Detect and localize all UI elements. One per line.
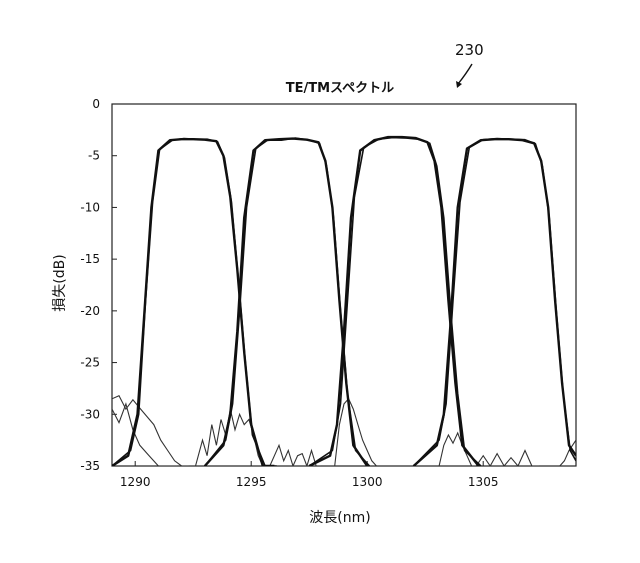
series-line-ch3-tm [309, 138, 481, 466]
x-tick-label: 1290 [120, 475, 151, 489]
y-tick-label: 0 [92, 97, 100, 111]
y-tick-label: -25 [80, 356, 100, 370]
chart-title: TE/TMスペクトル [286, 81, 394, 96]
y-tick-label: -15 [80, 252, 100, 266]
y-tick-label: -35 [80, 459, 100, 473]
y-tick-label: -10 [80, 200, 100, 214]
reference-arrow [458, 64, 472, 84]
plot-frame [112, 104, 576, 466]
noise-floor-line [476, 451, 539, 467]
x-tick-label: 1295 [236, 475, 267, 489]
y-axis-title: 損失(dB) [52, 254, 68, 311]
noise-floor-line [196, 409, 268, 466]
noise-floor-line [439, 433, 476, 466]
y-tick-label: -20 [80, 304, 100, 318]
y-tick-label: -30 [80, 407, 100, 421]
x-tick-label: 1305 [468, 475, 499, 489]
y-tick-label: -5 [88, 149, 100, 163]
x-axis-title: 波長(nm) [309, 510, 370, 526]
reference-number: 230 [455, 41, 484, 59]
x-tick-label: 1300 [352, 475, 383, 489]
noise-floor-line [335, 399, 377, 466]
plot-area: 0 -5 -10 -15 -20 -25 -30 -35 1290 1295 1300 1305 [80, 97, 576, 489]
